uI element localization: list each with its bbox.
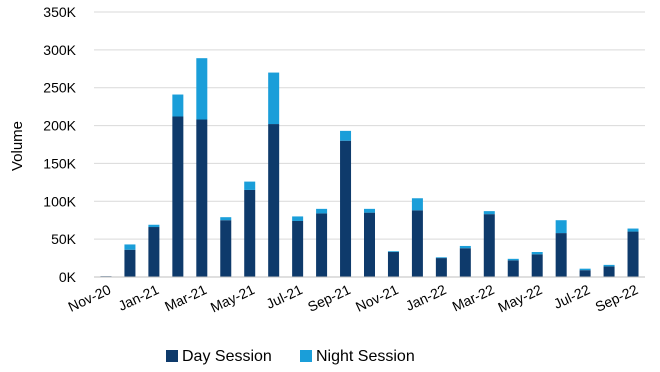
x-tick-label: May-21 xyxy=(208,281,257,315)
x-tick-label: Mar-22 xyxy=(450,281,497,314)
y-tick-label: 350K xyxy=(43,4,76,20)
bar-day-session-sep-22 xyxy=(627,231,639,277)
bar-day-session-jun-21 xyxy=(268,124,280,277)
y-axis-ticks: 0K 50K 100K 150K 200K 250K 300K 350K xyxy=(43,4,76,285)
bar-night-session-sep-22 xyxy=(627,228,639,232)
bar-night-session-mar-22 xyxy=(483,211,495,215)
legend-label-day-session: Day Session xyxy=(182,348,272,365)
y-tick-label: 200K xyxy=(43,118,76,134)
bar-day-session-apr-22 xyxy=(507,260,519,277)
y-tick-label: 50K xyxy=(51,231,77,247)
bar-night-session-oct-21 xyxy=(364,208,375,213)
bar-day-session-may-22 xyxy=(531,254,543,277)
x-tick-label: Mar-21 xyxy=(162,281,209,314)
bar-night-session-apr-22 xyxy=(507,258,519,261)
bar-day-session-mar-21 xyxy=(196,119,208,277)
bar-night-session-feb-22 xyxy=(459,245,471,249)
bar-day-session-feb-22 xyxy=(459,248,471,277)
bar-night-session-may-22 xyxy=(531,252,543,255)
bar-night-session-dec-21 xyxy=(411,198,423,211)
bar-night-session-jul-22 xyxy=(579,268,591,271)
x-tick-label: Nov-20 xyxy=(66,281,114,315)
x-tick-label: Jul-22 xyxy=(551,281,593,312)
bar-night-session-jun-21 xyxy=(268,72,280,125)
bar-day-session-aug-21 xyxy=(316,213,328,277)
bar-night-session-nov-21 xyxy=(387,251,399,253)
y-axis-title: Volume xyxy=(9,121,26,171)
legend-swatch-day-session xyxy=(166,350,178,362)
legend-swatch-night-session xyxy=(300,350,312,362)
bar-night-session-dec-20 xyxy=(124,244,136,250)
x-tick-label: Sep-21 xyxy=(305,281,353,315)
bar-day-session-feb-21 xyxy=(172,116,184,277)
bar-night-session-mar-21 xyxy=(196,58,208,120)
legend: Day Session Night Session xyxy=(166,348,415,365)
bar-day-session-dec-21 xyxy=(411,210,423,277)
bar-day-session-may-21 xyxy=(244,189,256,277)
bar-day-session-jan-22 xyxy=(435,258,447,277)
x-tick-label: Jan-21 xyxy=(116,281,162,314)
bar-night-session-may-21 xyxy=(244,181,256,190)
y-tick-label: 0K xyxy=(59,269,77,285)
y-tick-label: 150K xyxy=(43,155,76,171)
bar-day-session-sep-21 xyxy=(340,140,352,277)
bar-day-session-jun-22 xyxy=(555,233,567,277)
bar-day-session-aug-22 xyxy=(603,266,615,277)
bar-day-session-mar-22 xyxy=(483,214,495,277)
bar-night-session-jul-21 xyxy=(292,216,304,221)
bar-night-session-aug-22 xyxy=(603,264,615,267)
bar-day-session-jul-21 xyxy=(292,220,304,277)
bar-night-session-apr-21 xyxy=(220,217,232,221)
y-tick-label: 100K xyxy=(43,193,76,209)
bar-night-session-feb-21 xyxy=(172,94,184,117)
x-tick-label: May-22 xyxy=(495,281,544,315)
bar-night-session-jan-21 xyxy=(148,224,160,228)
bar-day-session-apr-21 xyxy=(220,220,232,277)
gridlines xyxy=(94,11,645,240)
bar-night-session-aug-21 xyxy=(316,208,328,214)
bar-day-session-dec-20 xyxy=(124,249,136,277)
bar-night-session-jan-22 xyxy=(435,257,447,259)
x-tick-label: Jul-21 xyxy=(264,281,306,312)
x-tick-label: Jan-22 xyxy=(403,281,449,314)
bar-day-session-jan-21 xyxy=(148,227,160,277)
y-tick-label: 250K xyxy=(43,80,76,96)
bar-day-session-nov-21 xyxy=(387,252,399,277)
legend-label-night-session: Night Session xyxy=(316,348,415,365)
bar-day-session-jul-22 xyxy=(579,270,591,277)
bar-night-session-jun-22 xyxy=(555,220,567,234)
y-tick-label: 300K xyxy=(43,42,76,58)
x-tick-label: Sep-22 xyxy=(593,281,641,315)
bar-day-session-oct-21 xyxy=(364,212,375,277)
bar-night-session-sep-21 xyxy=(340,130,352,141)
x-tick-label: Nov-21 xyxy=(353,281,401,315)
bars xyxy=(100,58,639,277)
